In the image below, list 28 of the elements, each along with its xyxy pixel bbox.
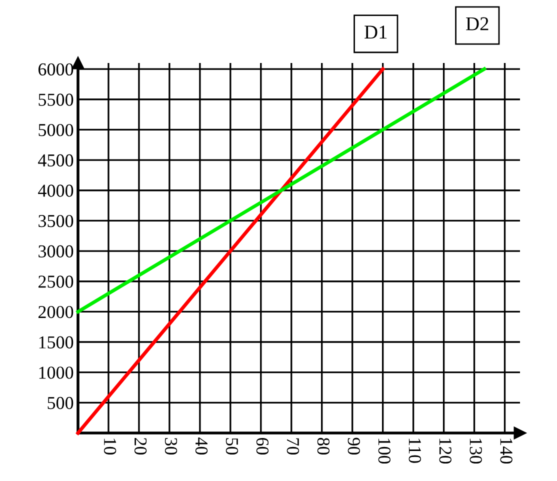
x-tick-label: 60 <box>256 438 269 455</box>
text: D2 <box>466 17 488 30</box>
y-tick-label: 3000 <box>38 245 74 258</box>
y-tick-label: 4500 <box>38 154 74 166</box>
x-tick-label: 100 <box>378 438 390 464</box>
y-tick-label: 2500 <box>38 276 74 288</box>
y-tick-label: 3500 <box>38 214 74 228</box>
x-tick-label: 140 <box>500 438 512 464</box>
y-tick-label: 2000 <box>38 306 74 318</box>
series-label: D1 <box>364 26 387 39</box>
x-tick-label: 110 <box>408 438 421 463</box>
x-tick-label: 70 <box>286 438 300 455</box>
y-tick-label: 1000 <box>39 366 74 379</box>
x-tick-label: 80 <box>317 438 330 455</box>
x-tick-label: 20 <box>134 438 147 455</box>
y-tick-label: 4000 <box>38 184 74 197</box>
x-tick-label: 10 <box>104 438 116 455</box>
x-tick-label: 130 <box>470 438 482 464</box>
y-tick-label: 5500 <box>38 94 74 106</box>
y-tick-label: 1500 <box>39 336 74 348</box>
x-tick-label: 50 <box>226 438 238 455</box>
y-tick-label: 500 <box>48 396 74 410</box>
y-tick-label: 6000 <box>38 63 74 76</box>
x-tick-label: 40 <box>195 438 208 455</box>
x-tick-label: 90 <box>348 438 360 455</box>
x-tick-label: 30 <box>164 438 178 455</box>
y-tick-label: 5000 <box>38 124 74 136</box>
x-tick-label: 120 <box>439 438 452 464</box>
